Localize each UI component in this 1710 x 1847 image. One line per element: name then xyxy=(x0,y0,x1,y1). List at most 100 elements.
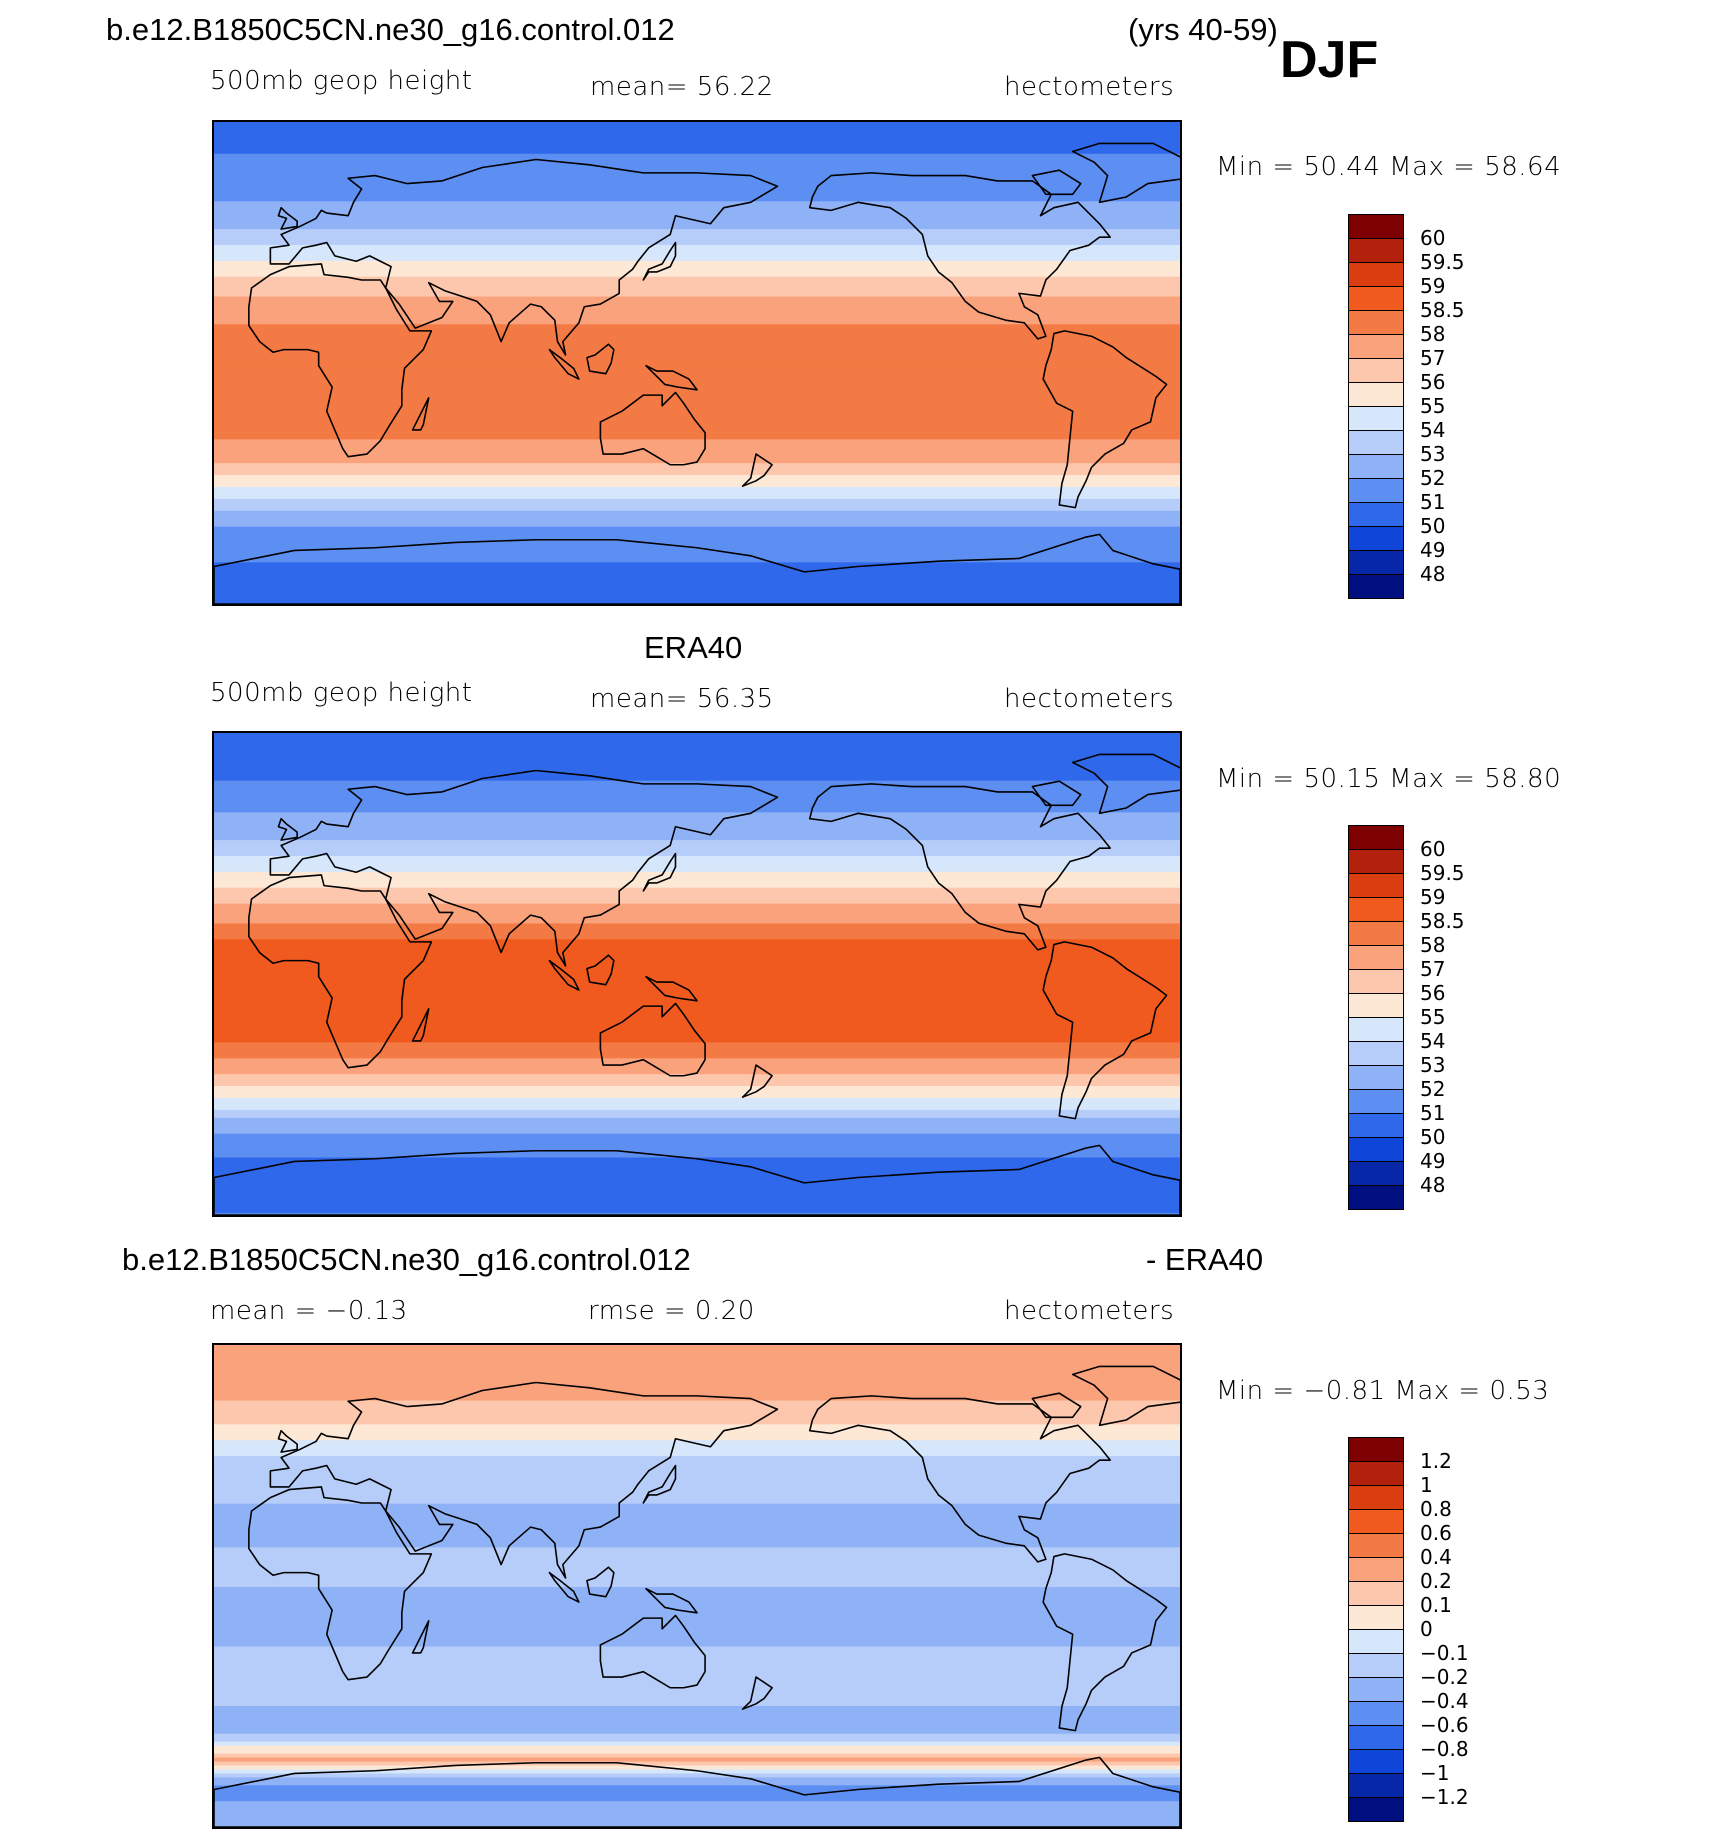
coastline-nam xyxy=(808,172,1111,340)
field-band xyxy=(214,828,1180,833)
field-band xyxy=(214,1440,1180,1445)
field-band xyxy=(214,534,1180,540)
field-band xyxy=(214,1197,1180,1202)
field-band xyxy=(214,1535,1180,1540)
field-band xyxy=(214,205,1180,210)
field-band xyxy=(214,733,1180,738)
coastline-sam xyxy=(1042,941,1168,1120)
field-band xyxy=(214,1066,1180,1071)
field-band xyxy=(214,1571,1180,1576)
field-band xyxy=(214,276,1180,282)
field-band xyxy=(214,1026,1180,1032)
field-band xyxy=(214,844,1180,849)
field-band xyxy=(214,411,1180,417)
colorbar-tick-label: 58 xyxy=(1420,933,1446,957)
field-band xyxy=(214,316,1180,321)
field-band xyxy=(214,1475,1180,1481)
coastline-sumatra xyxy=(548,348,580,380)
field-band xyxy=(214,1551,1180,1556)
coastline-nz xyxy=(741,1676,773,1710)
coastline-madagascar xyxy=(411,397,430,431)
field-band xyxy=(214,395,1180,401)
field-band xyxy=(214,748,1180,754)
field-band xyxy=(214,1213,1180,1215)
panel2-title: ERA40 xyxy=(644,630,743,665)
field-band xyxy=(214,439,1180,444)
colorbar-swatch xyxy=(1348,406,1404,431)
colorbar-swatch xyxy=(1348,334,1404,359)
colorbar-swatch xyxy=(1348,921,1404,946)
colorbar-tick-label: 57 xyxy=(1420,957,1446,981)
panel1-map-svg xyxy=(214,122,1180,604)
field-band xyxy=(214,197,1180,202)
panel3-map xyxy=(212,1343,1182,1829)
colorbar-tick-label: 57 xyxy=(1420,346,1446,370)
field-band xyxy=(214,1602,1180,1608)
field-band xyxy=(214,407,1180,413)
field-band xyxy=(214,486,1180,492)
field-band xyxy=(214,1161,1180,1167)
colorbar-tick-label: 0.2 xyxy=(1420,1569,1452,1593)
field-band xyxy=(214,145,1180,151)
field-band xyxy=(214,260,1180,266)
field-band xyxy=(214,1464,1180,1469)
field-band xyxy=(214,1010,1180,1016)
field-band xyxy=(214,451,1180,456)
field-band xyxy=(214,1527,1180,1533)
field-band xyxy=(214,816,1180,821)
field-band xyxy=(214,427,1180,433)
field-band xyxy=(214,1777,1180,1782)
field-band xyxy=(214,264,1180,270)
field-band xyxy=(214,169,1180,175)
field-band xyxy=(214,1392,1180,1398)
field-band xyxy=(214,550,1180,556)
field-band xyxy=(214,1368,1180,1374)
field-band xyxy=(214,1555,1180,1560)
field-band xyxy=(214,1173,1180,1178)
field-band xyxy=(214,1105,1180,1111)
field-band xyxy=(214,1789,1180,1794)
colorbar-swatch xyxy=(1348,993,1404,1018)
field-band xyxy=(214,1169,1180,1174)
field-band xyxy=(214,867,1180,873)
colorbar-swatch xyxy=(1348,1089,1404,1114)
field-band xyxy=(214,379,1180,385)
coastline-uk xyxy=(277,206,298,230)
field-band xyxy=(214,209,1180,214)
field-band xyxy=(214,367,1180,373)
field-band xyxy=(214,471,1180,476)
field-band xyxy=(214,1448,1180,1453)
field-band xyxy=(214,1185,1180,1190)
field-band xyxy=(214,1706,1180,1711)
colorbar-swatch xyxy=(1348,1653,1404,1678)
field-band xyxy=(214,1698,1180,1703)
field-band xyxy=(214,963,1180,968)
coastline-baffin xyxy=(1031,780,1082,807)
field-band xyxy=(214,1709,1180,1715)
field-band xyxy=(214,1773,1180,1779)
coastline-greenland xyxy=(1071,1365,1180,1427)
coastline-newguinea xyxy=(645,1587,698,1614)
field-band xyxy=(214,1523,1180,1529)
field-band xyxy=(214,221,1180,226)
field-band xyxy=(214,1650,1180,1656)
field-band xyxy=(214,494,1180,500)
field-band xyxy=(214,883,1180,889)
field-band xyxy=(214,1384,1180,1390)
field-band xyxy=(214,1694,1180,1699)
panel3-minmax: Min = −0.81 Max = 0.53 xyxy=(1216,1376,1550,1406)
field-band xyxy=(214,939,1180,944)
field-band xyxy=(214,879,1180,885)
panel3-mean-label: mean = −0.13 xyxy=(210,1296,408,1326)
field-band xyxy=(214,1654,1180,1659)
field-band xyxy=(214,1034,1180,1040)
field-band xyxy=(214,1678,1180,1683)
field-band xyxy=(214,1157,1180,1163)
colorbar-swatch xyxy=(1348,873,1404,898)
coastline-newguinea xyxy=(645,364,698,391)
field-band xyxy=(214,514,1180,520)
field-band xyxy=(214,907,1180,913)
coastline-eurasia xyxy=(269,1381,779,1579)
colorbar-tick-label: 56 xyxy=(1420,981,1446,1005)
field-band xyxy=(214,177,1180,183)
